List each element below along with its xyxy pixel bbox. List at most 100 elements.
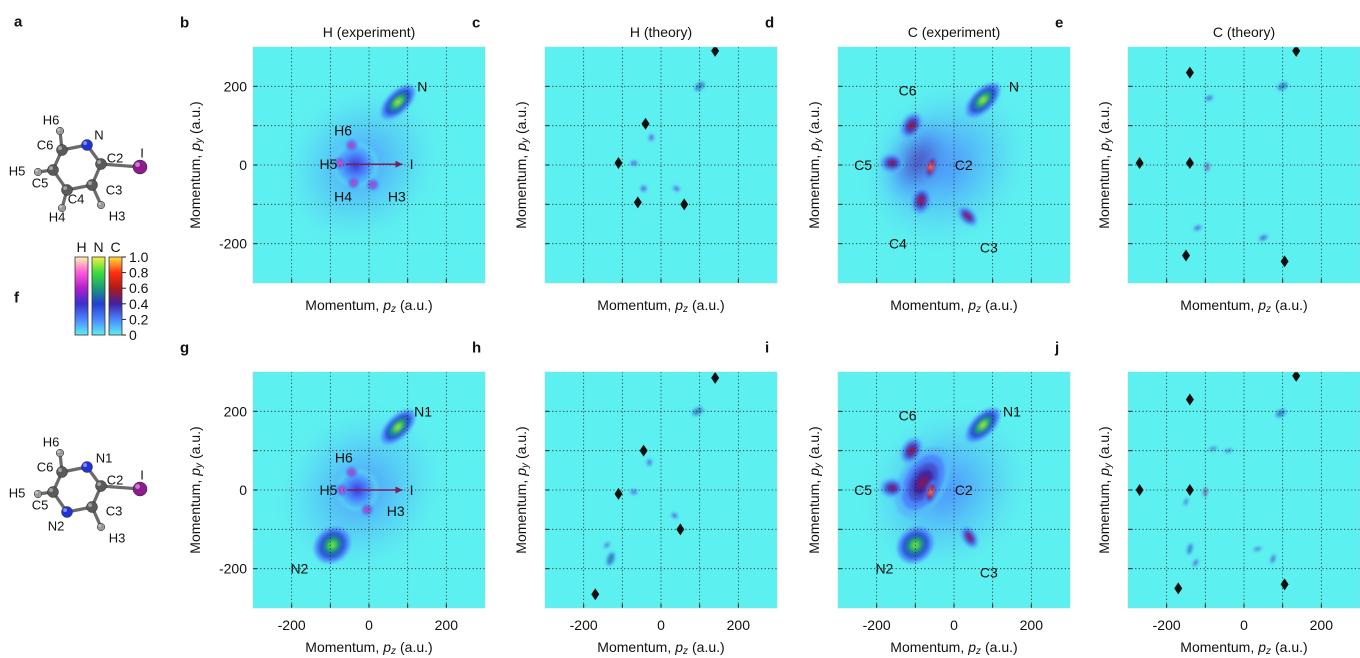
colorbar-tick-label: 1.0	[129, 249, 149, 265]
x-axis-label: Momentum, pz (a.u.)	[597, 297, 724, 315]
plot-area	[1128, 372, 1360, 608]
spot	[334, 157, 346, 169]
atom	[96, 522, 106, 532]
atom	[81, 461, 93, 473]
axis-label-unit: (a.u.)	[1275, 297, 1308, 313]
y-axis-label: Momentum, py (a.u.)	[1096, 426, 1114, 553]
atom-label: N	[94, 128, 103, 143]
axis-label-symbol: p	[187, 468, 203, 477]
diamond-marker	[1135, 157, 1144, 170]
spot	[630, 160, 638, 166]
axis-label-unit: (a.u.)	[985, 297, 1018, 313]
atom	[47, 486, 59, 498]
atom-highlight	[98, 524, 101, 527]
plot-frame	[1127, 371, 1360, 609]
spot-layer	[366, 508, 369, 511]
y-tick-label: -200	[219, 561, 247, 577]
atom	[132, 481, 148, 497]
spot-layer	[633, 491, 635, 493]
spot	[1270, 554, 1276, 564]
axis-label-text: Momentum,	[305, 639, 379, 655]
x-tick-label: 0	[1240, 617, 1248, 633]
atom-highlight	[98, 202, 101, 205]
atom-highlight	[49, 488, 53, 493]
annotation: H5	[319, 156, 337, 172]
spot-layer	[610, 557, 612, 561]
x-tick-label: -200	[1153, 617, 1181, 633]
spot-layer	[371, 183, 374, 186]
axis-label-unit: (a.u.)	[1096, 426, 1112, 459]
axis-label-subscript: y	[194, 137, 205, 144]
atom-label: C5	[32, 176, 49, 191]
spot	[924, 155, 937, 179]
spot	[603, 542, 610, 549]
panel-letter: h	[472, 340, 481, 357]
spot	[646, 459, 652, 466]
diamond-marker	[1280, 255, 1289, 268]
plot-frame	[1127, 46, 1360, 284]
atom	[81, 139, 93, 151]
panel-letter: d	[765, 15, 774, 32]
plot-area: N H6 H5 H4 H3I	[253, 47, 485, 283]
diamond-marker	[639, 444, 648, 457]
axis-label-unit: (a.u.)	[692, 297, 725, 313]
spot	[911, 186, 931, 214]
spot-layer	[1189, 547, 1191, 551]
annotation: H6	[335, 450, 353, 466]
plot-frame	[252, 371, 486, 609]
axis-label-symbol: p	[382, 639, 391, 655]
y-tick-label: 200	[224, 78, 248, 94]
y-tick-label: 0	[239, 482, 247, 498]
atom	[86, 501, 98, 513]
axis-label-unit: (a.u.)	[187, 426, 203, 459]
x-tick-label: -200	[863, 617, 891, 633]
atom-highlight	[58, 146, 62, 150]
atom-label: C2	[107, 473, 124, 488]
spot	[1258, 234, 1269, 241]
x-tick-label: 0	[365, 617, 373, 633]
x-tick-label: 200	[1020, 617, 1044, 633]
axis-label-symbol: p	[382, 297, 391, 313]
atom-highlight	[135, 162, 140, 167]
annotation: I	[410, 156, 414, 172]
spot-layer	[929, 489, 932, 494]
y-axis-label: Momentum, py (a.u.)	[806, 101, 824, 228]
spot	[1183, 497, 1189, 507]
annotation: C2	[955, 157, 973, 173]
spot-layer	[1195, 562, 1197, 564]
axis-label-unit: (a.u.)	[1096, 101, 1112, 134]
diamond-marker	[1185, 484, 1194, 496]
panel-letter: c	[472, 15, 480, 32]
spot-layer	[909, 448, 914, 453]
panel-letter: e	[1055, 15, 1063, 32]
axis-label-subscript: z	[682, 646, 688, 657]
annotation: H6	[334, 122, 352, 138]
spot-layer	[675, 188, 678, 190]
spot-layer	[673, 515, 676, 517]
atom-highlight	[58, 468, 62, 473]
diamond-marker	[1185, 66, 1194, 79]
x-axis-label: Momentum, pz (a.u.)	[305, 639, 432, 657]
spot	[606, 552, 615, 566]
spot-layer	[919, 197, 923, 203]
annotation: N2	[875, 561, 893, 577]
spot	[694, 81, 705, 91]
axis-label-symbol: p	[187, 143, 203, 152]
atom-highlight	[97, 160, 101, 164]
spot	[381, 410, 415, 444]
axis-label-unit: (a.u.)	[400, 639, 433, 655]
panel-letter: b	[180, 15, 189, 32]
spot-layer	[979, 97, 987, 104]
atom-label: N2	[48, 519, 65, 534]
atom-label: H6	[43, 435, 60, 450]
atom-highlight	[35, 169, 38, 172]
plot-frame	[252, 46, 486, 284]
panel-title: C (experiment)	[908, 24, 1001, 40]
spot	[1187, 543, 1193, 555]
atom	[61, 184, 73, 196]
spot-layer	[1206, 166, 1208, 168]
atom-label: H6	[43, 113, 60, 128]
spot	[1192, 558, 1199, 567]
x-tick-label: 200	[727, 617, 751, 633]
